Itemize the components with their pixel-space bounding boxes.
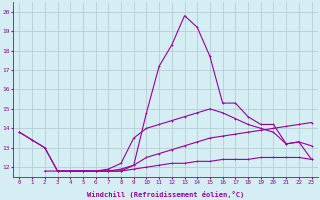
X-axis label: Windchill (Refroidissement éolien,°C): Windchill (Refroidissement éolien,°C)	[87, 191, 244, 198]
